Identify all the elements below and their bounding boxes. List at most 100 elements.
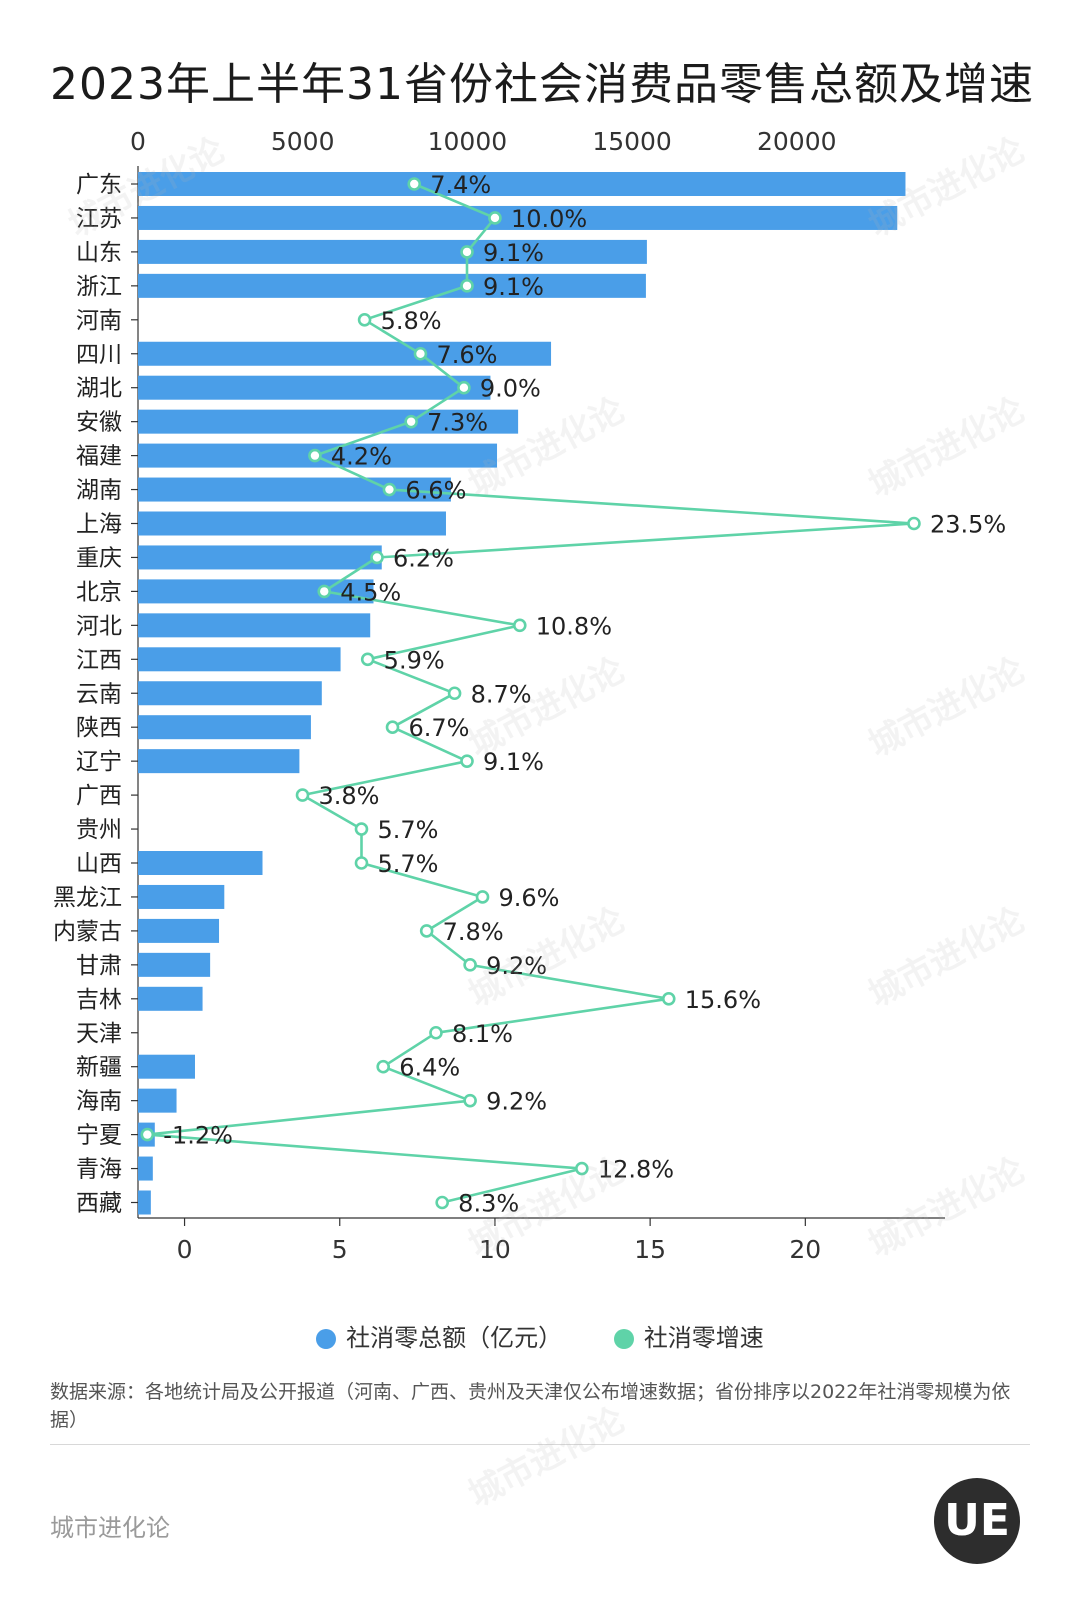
sales-bar	[138, 1088, 177, 1113]
sales-bar	[138, 239, 647, 264]
growth-data-label: 8.7%	[471, 680, 532, 708]
category-label: 广西	[76, 783, 122, 809]
category-label: 上海	[76, 512, 122, 538]
sales-bar	[138, 681, 322, 706]
category-label: 陕西	[76, 715, 122, 741]
top-axis-tick-label: 15000	[592, 127, 672, 156]
growth-point	[512, 618, 527, 633]
category-label: 内蒙古	[53, 919, 122, 945]
growth-data-label: 6.2%	[393, 544, 454, 572]
bottom-axis-tick-label: 0	[177, 1235, 193, 1264]
sales-bar	[138, 884, 225, 909]
growth-data-label: 9.2%	[486, 952, 547, 980]
category-label: 黑龙江	[53, 885, 122, 911]
growth-point	[295, 788, 310, 802]
category-label: 辽宁	[76, 749, 122, 775]
category-label: 海南	[76, 1089, 122, 1115]
sales-bar	[138, 851, 263, 875]
category-label: 福建	[76, 444, 122, 470]
category-label: 四川	[76, 342, 122, 368]
category-label: 湖北	[76, 376, 122, 402]
growth-point	[357, 312, 372, 327]
growth-data-label: 12.8%	[598, 1156, 674, 1184]
growth-point	[475, 890, 490, 904]
growth-data-label: 23.5%	[930, 511, 1006, 539]
category-label: 浙江	[76, 274, 122, 300]
growth-data-label: 9.1%	[483, 748, 544, 776]
growth-point	[308, 448, 322, 463]
bottom-axis-tick-label: 10	[479, 1235, 511, 1264]
growth-point	[457, 380, 471, 395]
growth-point	[435, 1195, 449, 1210]
growth-point	[385, 720, 400, 735]
growth-point	[404, 414, 418, 429]
sales-bar	[138, 918, 220, 943]
growth-data-label: 10.0%	[511, 205, 587, 233]
sales-bar	[138, 715, 311, 740]
growth-data-label: 9.0%	[480, 375, 541, 403]
source-note: 数据来源：各地统计局及公开报道（河南、广西、贵州及天津仅公布增速数据；省份排序以…	[50, 1381, 1011, 1431]
legend-swatch-sales	[316, 1329, 337, 1349]
growth-data-label: 7.6%	[436, 341, 497, 369]
bottom-axis-tick-label: 15	[634, 1235, 666, 1264]
category-label: 北京	[76, 579, 122, 605]
sales-bar	[138, 986, 203, 1011]
category-label: 江苏	[76, 206, 122, 232]
growth-point	[354, 822, 369, 836]
category-label: 西藏	[76, 1191, 122, 1217]
legend-item-sales: 社消零总额（亿元）	[316, 1318, 562, 1353]
growth-data-label: 9.1%	[483, 273, 544, 301]
divider	[50, 1444, 1030, 1445]
growth-data-label: 6.4%	[399, 1054, 460, 1082]
growth-data-label: 3.8%	[319, 782, 380, 810]
top-axis-tick-label: 0	[130, 127, 146, 156]
growth-point	[488, 211, 502, 225]
category-label: 贵州	[76, 817, 122, 843]
top-axis-tick-label: 5000	[271, 127, 335, 156]
brand-name: 城市进化论	[50, 1514, 170, 1542]
brand-logo: UE	[934, 1478, 1020, 1564]
category-label: 河南	[76, 308, 122, 334]
category-label: 山西	[76, 851, 122, 877]
bottom-axis-tick-label: 20	[789, 1235, 821, 1264]
growth-data-label: 8.1%	[452, 1020, 513, 1048]
growth-data-label: 5.8%	[381, 307, 442, 335]
legend: 社消零总额（亿元） 社消零增速	[0, 1318, 1080, 1353]
bottom-axis-tick-label: 5	[332, 1235, 348, 1264]
growth-point	[360, 652, 375, 667]
growth-data-label: 9.6%	[499, 884, 560, 912]
category-label: 新疆	[76, 1055, 122, 1081]
chart-title: 2023年上半年31省份社会消费品零售总额及增速	[50, 59, 1034, 110]
sales-bar	[138, 341, 552, 366]
top-axis-tick-label: 20000	[757, 127, 837, 156]
growth-point	[661, 991, 676, 1006]
growth-data-label: 9.2%	[486, 1088, 547, 1116]
growth-data-label: 5.7%	[377, 816, 438, 844]
growth-data-label: 6.6%	[405, 477, 466, 505]
growth-data-label: 5.9%	[384, 646, 445, 674]
growth-point	[354, 856, 369, 870]
sales-bar	[138, 273, 646, 298]
top-axis-tick-label: 10000	[428, 127, 508, 156]
growth-data-label: 4.2%	[331, 443, 392, 471]
category-label: 甘肃	[76, 953, 122, 979]
legend-swatch-growth	[613, 1329, 634, 1349]
growth-point	[429, 1025, 443, 1040]
sales-bar	[138, 647, 341, 672]
growth-point	[317, 584, 332, 599]
growth-data-label: 9.1%	[483, 239, 544, 267]
growth-point	[460, 245, 474, 259]
growth-data-label: 7.3%	[427, 409, 488, 437]
growth-data-label: 10.8%	[536, 612, 612, 640]
sales-bar	[138, 511, 446, 536]
category-label: 青海	[76, 1157, 122, 1183]
growth-data-label: 7.8%	[443, 918, 504, 946]
growth-data-label: 4.5%	[340, 578, 401, 606]
growth-point	[376, 1059, 391, 1074]
category-label: 宁夏	[76, 1123, 122, 1149]
category-label: 云南	[76, 681, 122, 707]
sales-bar	[138, 749, 300, 774]
growth-point	[140, 1127, 155, 1142]
sales-bar	[138, 545, 382, 570]
legend-item-growth: 社消零增速	[613, 1318, 764, 1353]
